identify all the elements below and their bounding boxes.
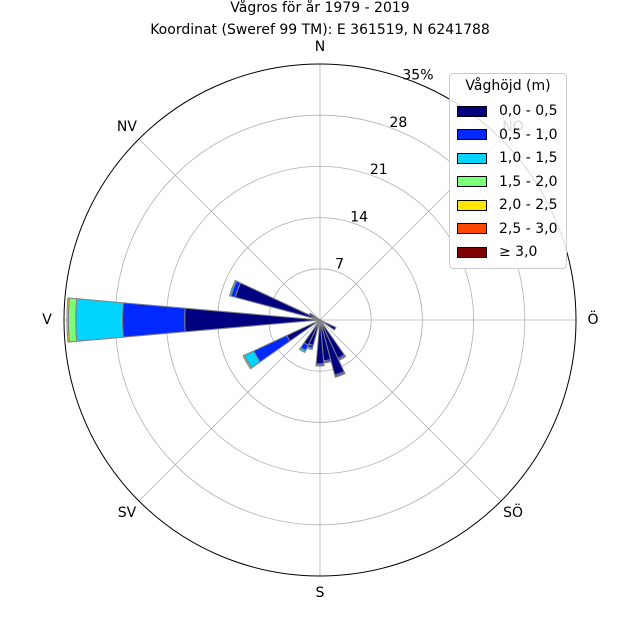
rose-bar-290-bin-2: [228, 279, 238, 297]
grid-spoke-3: [319, 319, 502, 502]
direction-label-7: NV: [117, 119, 137, 135]
rose-bar-180-bin-2: [315, 364, 325, 367]
rose-bar-120-bin-0: [319, 319, 337, 331]
rose-bar-240-bin-3: [242, 354, 253, 370]
legend-label-4: 2,0 - 2,5: [499, 197, 558, 213]
rose-bar-240-bin-1: [253, 334, 291, 363]
chart-title-line2: Koordinat (Sweref 99 TM): E 361519, N 62…: [150, 22, 490, 38]
polar-frame: [63, 63, 577, 577]
direction-label-3: SÖ: [503, 503, 523, 521]
legend-entry-6: ≥ 3,0: [457, 243, 537, 261]
rose-bars: [66, 279, 347, 378]
legend-swatch-4: [457, 199, 487, 211]
legend-title: Våghöjd (m): [465, 78, 551, 94]
direction-label-5: SV: [118, 505, 137, 521]
legend-swatch-3: [457, 176, 487, 187]
ring-label-max: 35%: [402, 67, 433, 83]
ring-label-7: 7: [335, 257, 344, 273]
legend-entry-2: 1,0 - 1,5: [457, 149, 557, 167]
legend-entry-3: 1,5 - 2,0: [457, 173, 557, 191]
legend-entry-4: 2,0 - 2,5: [457, 196, 557, 214]
legend: Våghöjd (m) 0,0 - 0,5 0,5 - 1,0 1,0 - 1,5 1…: [449, 73, 567, 269]
legend-swatch-6: [457, 246, 487, 258]
rose-bar-300-bin-0: [308, 312, 321, 321]
legend-label-1: 0,5 - 1,0: [499, 126, 558, 143]
legend-swatch-1: [457, 129, 487, 140]
direction-label-4: S: [316, 585, 325, 601]
grid-spoke-5: [138, 319, 321, 502]
legend-swatch-2: [457, 152, 487, 164]
legend-label-0: 0,0 - 0,5: [499, 103, 558, 119]
legend-swatch-0: [457, 105, 487, 117]
grid-spoke-7: [138, 138, 321, 321]
direction-label-6: V: [42, 312, 52, 328]
ring-label-14: 14: [350, 209, 368, 225]
rose-bar-210-bin-2: [298, 346, 307, 354]
rose-bar-270-bin-1: [122, 302, 186, 338]
rose-bar-270-bin-4: [66, 297, 70, 343]
rose-bar-160-bin-2: [334, 372, 346, 378]
direction-label-2: Ö: [587, 310, 598, 328]
legend-swatch-5: [457, 223, 487, 234]
rose-bar-270-bin-3: [67, 297, 78, 343]
legend-entry-5: 2,5 - 3,0: [457, 220, 557, 238]
chart-title-line1: Vågros för år 1979 - 2019: [230, 0, 409, 16]
ring-label-28: 28: [389, 115, 407, 131]
rose-bar-270-bin-2: [75, 298, 124, 342]
legend-label-6: ≥ 3,0: [499, 244, 538, 260]
legend-entry-0: 0,0 - 0,5: [457, 102, 557, 120]
ring-label-21: 21: [370, 162, 388, 178]
legend-label-2: 1,0 - 1,5: [499, 150, 558, 166]
legend-label-5: 2,5 - 3,0: [499, 220, 558, 237]
direction-label-0: N: [315, 39, 325, 55]
legend-entry-1: 0,5 - 1,0: [457, 126, 557, 144]
legend-label-3: 1,5 - 2,0: [499, 173, 558, 190]
